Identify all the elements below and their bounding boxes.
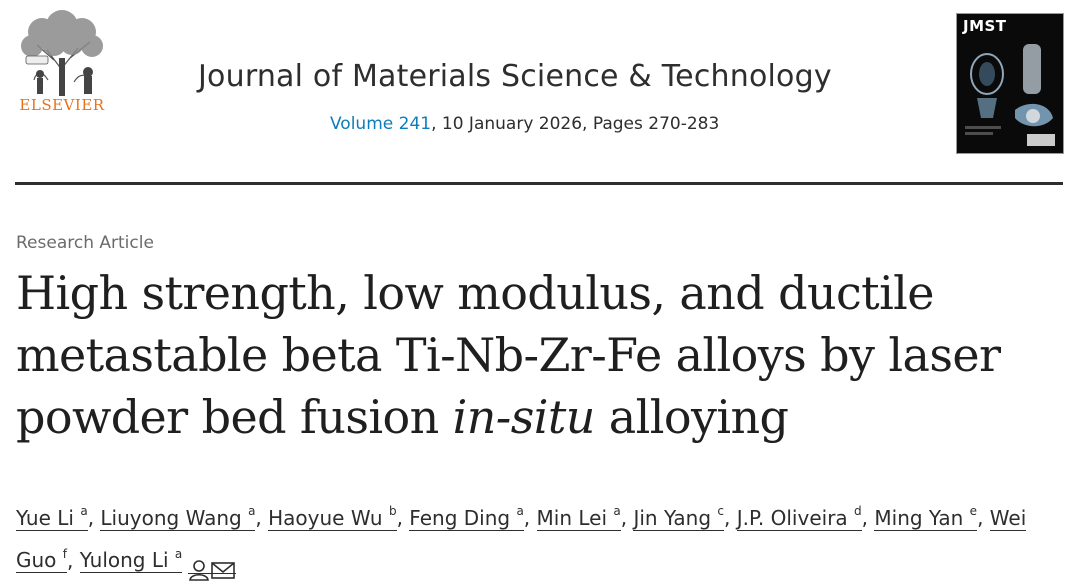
author-link[interactable]: Yue Li a [16,504,88,531]
author-affiliation: c [717,504,724,518]
author-link[interactable]: Wei Guo f [16,505,1027,574]
header-divider [15,182,1063,185]
publisher-name: ELSEVIER [19,96,105,114]
issue-details: , 10 January 2026, Pages 270-283 [431,114,720,134]
author-separator: , [861,505,875,530]
title-italic: in-situ [452,390,596,444]
author-contact-icons[interactable] [188,549,237,581]
author-name: Jin Yang [633,505,718,530]
author-separator: , [620,505,634,530]
journal-header: ELSEVIER Journal of Materials Science & … [0,0,1080,170]
author-affiliation: a [516,504,524,518]
author-name: Haoyue Wu [268,505,389,530]
author-list: Yue Li a, Liuyong Wang a, Haoyue Wu b, F… [16,494,1066,581]
author-affiliation: f [62,546,68,561]
author-name: J.P. Oliveira [736,505,855,530]
cover-title: JMST [963,17,1007,35]
author-link[interactable]: Liuyong Wang a [100,504,256,531]
author-affiliation: d [854,504,862,518]
author-affiliation: a [174,546,183,561]
title-part-1: High strength, low modulus, and ductile … [16,266,1001,444]
author-separator: , [87,505,101,530]
author-link[interactable]: Min Lei a [536,504,621,531]
author-link[interactable]: Feng Ding a [409,504,524,531]
author-separator: , [67,548,80,573]
author-affiliation: a [613,504,621,518]
author-name: Feng Ding [409,505,517,530]
author-name: Wei Guo [16,505,1027,573]
author-link[interactable]: Jin Yang c [633,504,724,531]
article-title: High strength, low modulus, and ductile … [16,262,1066,448]
author-separator: , [724,505,737,530]
author-link[interactable]: Yulong Li a [79,546,183,574]
person-icon[interactable] [188,559,210,581]
journal-title[interactable]: Journal of Materials Science & Technolog… [198,59,832,94]
author-separator: , [977,505,990,530]
envelope-icon[interactable] [210,559,236,581]
author-affiliation: a [80,504,88,518]
issue-info: Volume 241, 10 January 2026, Pages 270-2… [330,114,719,134]
author-separator: , [396,505,410,530]
author-link[interactable]: J.P. Oliveira d [736,504,862,531]
author-name: Yue Li [16,505,81,530]
author-separator: , [523,505,537,530]
author-affiliation: a [248,504,256,518]
volume-link[interactable]: Volume 241 [330,114,432,134]
title-part-2: alloying [594,390,789,444]
author-link[interactable]: Ming Yan e [874,504,978,531]
author-name: Yulong Li [79,548,175,573]
author-name: Liuyong Wang [100,505,249,530]
author-affiliation: b [388,504,397,518]
author-affiliation: e [969,504,978,518]
journal-cover-image[interactable]: JMST [956,13,1064,154]
article-type: Research Article [16,233,154,253]
author-separator: , [255,505,269,530]
author-link[interactable]: Haoyue Wu b [268,504,397,531]
elsevier-tree-logo[interactable] [12,10,112,120]
author-name: Ming Yan [874,505,970,530]
author-name: Min Lei [536,505,614,530]
